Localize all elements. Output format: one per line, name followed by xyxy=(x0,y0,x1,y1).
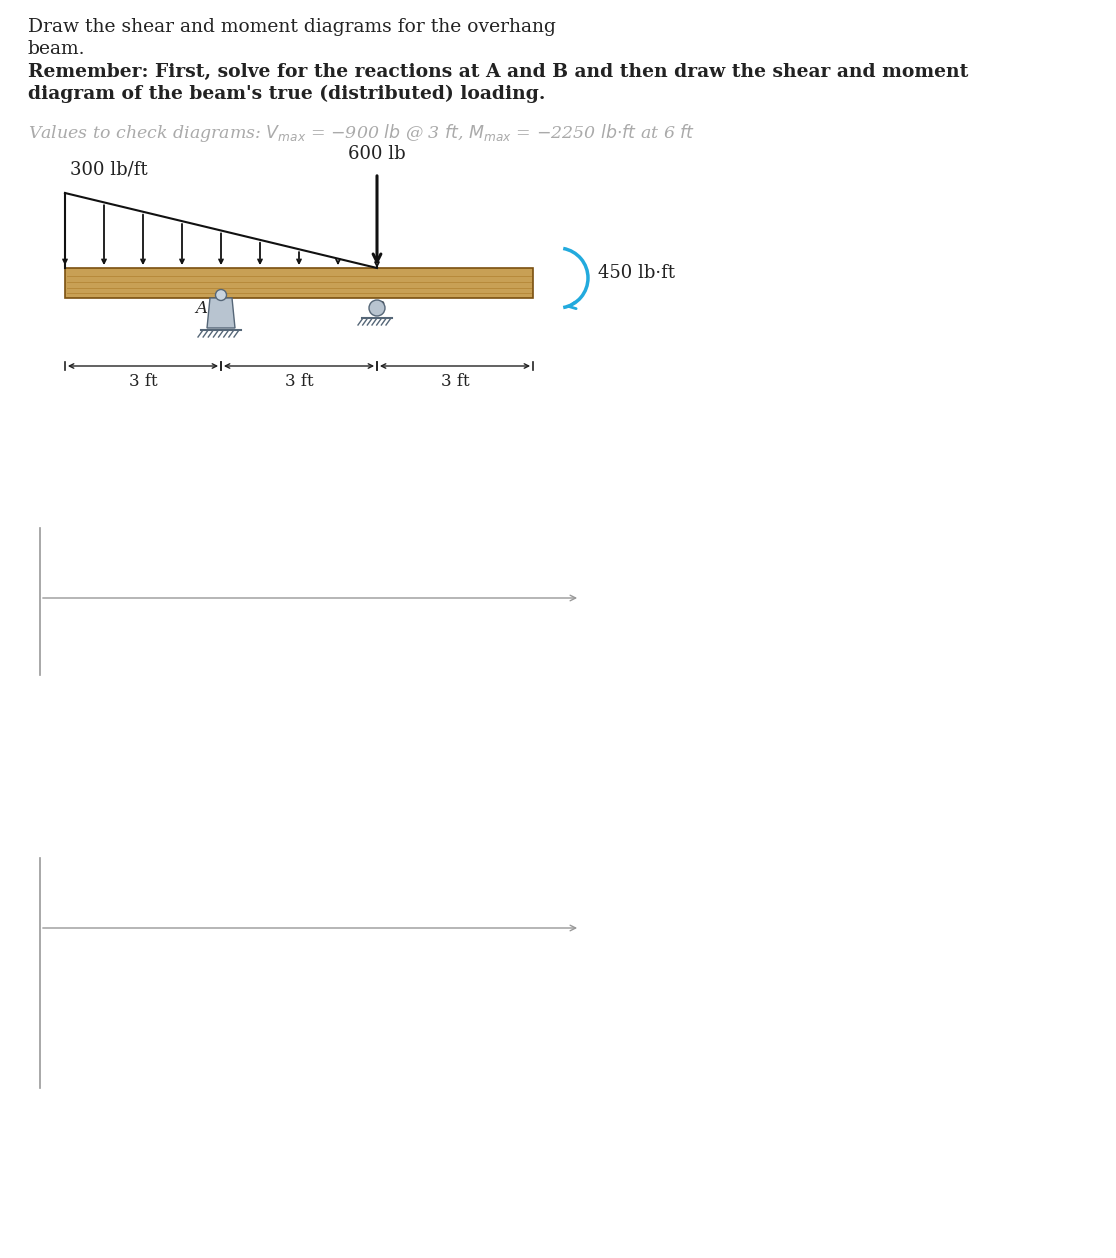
Text: 450 lb·ft: 450 lb·ft xyxy=(598,264,675,282)
Text: A: A xyxy=(195,299,206,317)
Bar xyxy=(65,268,533,298)
Polygon shape xyxy=(206,298,235,328)
Text: 3 ft: 3 ft xyxy=(285,374,314,390)
Text: 300 lb/ft: 300 lb/ft xyxy=(70,161,147,179)
Text: beam.: beam. xyxy=(28,40,86,58)
Text: Draw the shear and moment diagrams for the overhang: Draw the shear and moment diagrams for t… xyxy=(28,18,556,36)
Circle shape xyxy=(369,299,385,316)
Text: Remember: First, solve for the reactions at A and B and then draw the shear and : Remember: First, solve for the reactions… xyxy=(28,63,969,81)
Circle shape xyxy=(215,289,227,301)
Text: 600 lb: 600 lb xyxy=(348,145,406,164)
Text: B: B xyxy=(372,299,384,317)
Text: 3 ft: 3 ft xyxy=(441,374,470,390)
Text: 3 ft: 3 ft xyxy=(128,374,157,390)
Text: Values to check diagrams: $V_{max}$ = $-$900 $lb$ @ 3 $ft$, $M_{max}$ = $-$2250 : Values to check diagrams: $V_{max}$ = $-… xyxy=(28,122,695,143)
Text: diagram of the beam's true (distributed) loading.: diagram of the beam's true (distributed)… xyxy=(28,86,546,103)
